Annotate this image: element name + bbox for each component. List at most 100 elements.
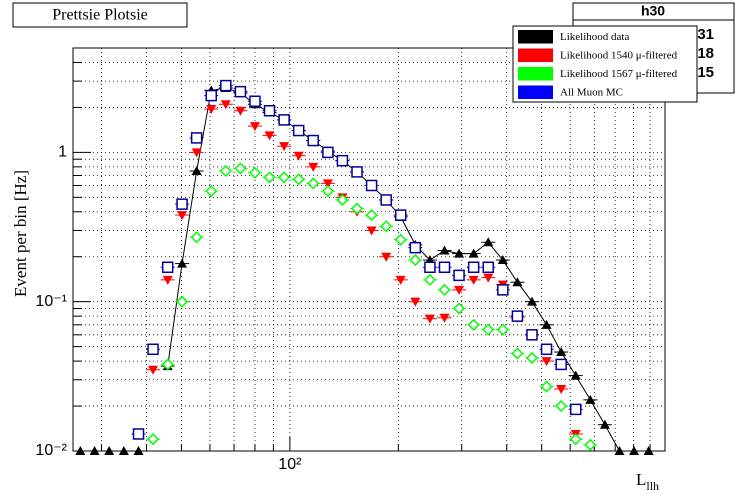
data-point bbox=[540, 380, 553, 393]
data-point bbox=[452, 302, 466, 315]
stats-line: 18 bbox=[697, 45, 714, 62]
data-point bbox=[249, 95, 261, 107]
data-point bbox=[381, 252, 392, 262]
data-point bbox=[350, 202, 364, 215]
legend-label: Likelihood data bbox=[560, 31, 629, 43]
legend-swatch bbox=[518, 48, 553, 62]
data-point bbox=[278, 114, 290, 126]
data-point bbox=[555, 399, 568, 413]
data-point bbox=[467, 318, 480, 331]
data-point bbox=[336, 154, 349, 167]
data-point bbox=[585, 394, 596, 404]
plot-area: 10² 10⁻² 10⁻¹ 1 bbox=[35, 47, 666, 473]
data-point bbox=[322, 146, 334, 159]
data-point bbox=[293, 151, 304, 161]
data-point bbox=[264, 131, 275, 141]
data-point bbox=[380, 194, 392, 206]
plot-frame-bg bbox=[73, 48, 665, 451]
data-point bbox=[569, 433, 582, 446]
y-axis-label: Event per bin [Hz] bbox=[11, 170, 30, 297]
y-tick-label: 10⁻² bbox=[35, 442, 67, 459]
data-point bbox=[366, 226, 377, 236]
data-point bbox=[614, 446, 625, 455]
data-point bbox=[496, 323, 509, 336]
data-point bbox=[365, 209, 378, 222]
data-point bbox=[191, 148, 202, 158]
data-point bbox=[409, 241, 422, 254]
data-point bbox=[292, 124, 305, 137]
data-point bbox=[540, 343, 553, 356]
data-point bbox=[263, 104, 276, 117]
data-point bbox=[118, 446, 129, 455]
data-point bbox=[307, 177, 320, 190]
data-point bbox=[468, 248, 479, 258]
legend-label: Likelihood 1540 μ-filtered bbox=[560, 49, 678, 61]
legend-label: Likelihood 1567 μ-filtered bbox=[560, 68, 678, 80]
data-point bbox=[467, 261, 480, 274]
data-point bbox=[468, 275, 479, 285]
legend: Likelihood data Likelihood 1540 μ-filtere… bbox=[512, 25, 698, 103]
data-point bbox=[380, 220, 393, 233]
data-point bbox=[453, 269, 465, 282]
data-point bbox=[439, 313, 450, 323]
data-point bbox=[146, 433, 160, 446]
data-point bbox=[248, 166, 262, 179]
data-point bbox=[147, 343, 159, 356]
x-axis-label-sub: llh bbox=[646, 479, 659, 493]
data-point bbox=[497, 284, 509, 296]
data-point bbox=[395, 275, 406, 285]
data-point bbox=[89, 446, 100, 455]
data-point bbox=[133, 446, 144, 455]
data-point bbox=[643, 446, 654, 455]
data-point bbox=[234, 162, 247, 175]
data-point bbox=[497, 255, 508, 265]
data-point bbox=[438, 261, 451, 274]
data-point bbox=[584, 438, 597, 451]
data-point bbox=[570, 370, 581, 380]
legend-swatch bbox=[518, 30, 553, 44]
data-point bbox=[483, 273, 494, 283]
data-point bbox=[526, 296, 537, 306]
x-axis-label: Lllh bbox=[636, 470, 659, 493]
data-point bbox=[438, 283, 451, 296]
data-point bbox=[541, 357, 552, 367]
data-point bbox=[556, 347, 567, 357]
data-point bbox=[249, 122, 260, 132]
data-point bbox=[190, 231, 203, 244]
data-point bbox=[629, 446, 640, 455]
stats-line: 31 bbox=[697, 26, 714, 43]
data-point bbox=[177, 258, 188, 268]
data-point bbox=[263, 171, 276, 184]
data-point bbox=[599, 419, 610, 429]
data-point bbox=[424, 261, 436, 274]
data-point bbox=[321, 185, 334, 198]
data-point bbox=[351, 166, 363, 178]
data-point bbox=[220, 100, 231, 110]
data-point bbox=[454, 285, 465, 295]
data-point bbox=[423, 273, 436, 286]
data-point bbox=[234, 85, 247, 98]
data-point bbox=[439, 245, 450, 255]
data-point bbox=[526, 329, 538, 341]
data-point bbox=[161, 261, 174, 274]
data-point bbox=[541, 319, 552, 329]
data-point bbox=[512, 277, 523, 287]
data-point bbox=[206, 105, 217, 115]
data-point bbox=[161, 358, 174, 371]
data-point bbox=[410, 297, 421, 307]
data-point bbox=[336, 193, 349, 207]
data-point bbox=[104, 446, 115, 455]
data-point bbox=[322, 179, 333, 189]
data-point bbox=[525, 351, 539, 364]
data-point bbox=[278, 171, 291, 184]
data-point bbox=[394, 233, 407, 246]
data-point bbox=[482, 323, 495, 336]
x-axis-label-main: L bbox=[636, 470, 646, 489]
title-box bbox=[12, 2, 188, 28]
x-tick-label: 10² bbox=[278, 456, 302, 473]
data-point bbox=[219, 164, 232, 178]
data-point bbox=[190, 132, 203, 144]
data-point bbox=[308, 162, 319, 172]
data-point bbox=[220, 79, 232, 92]
data-point bbox=[511, 310, 524, 322]
